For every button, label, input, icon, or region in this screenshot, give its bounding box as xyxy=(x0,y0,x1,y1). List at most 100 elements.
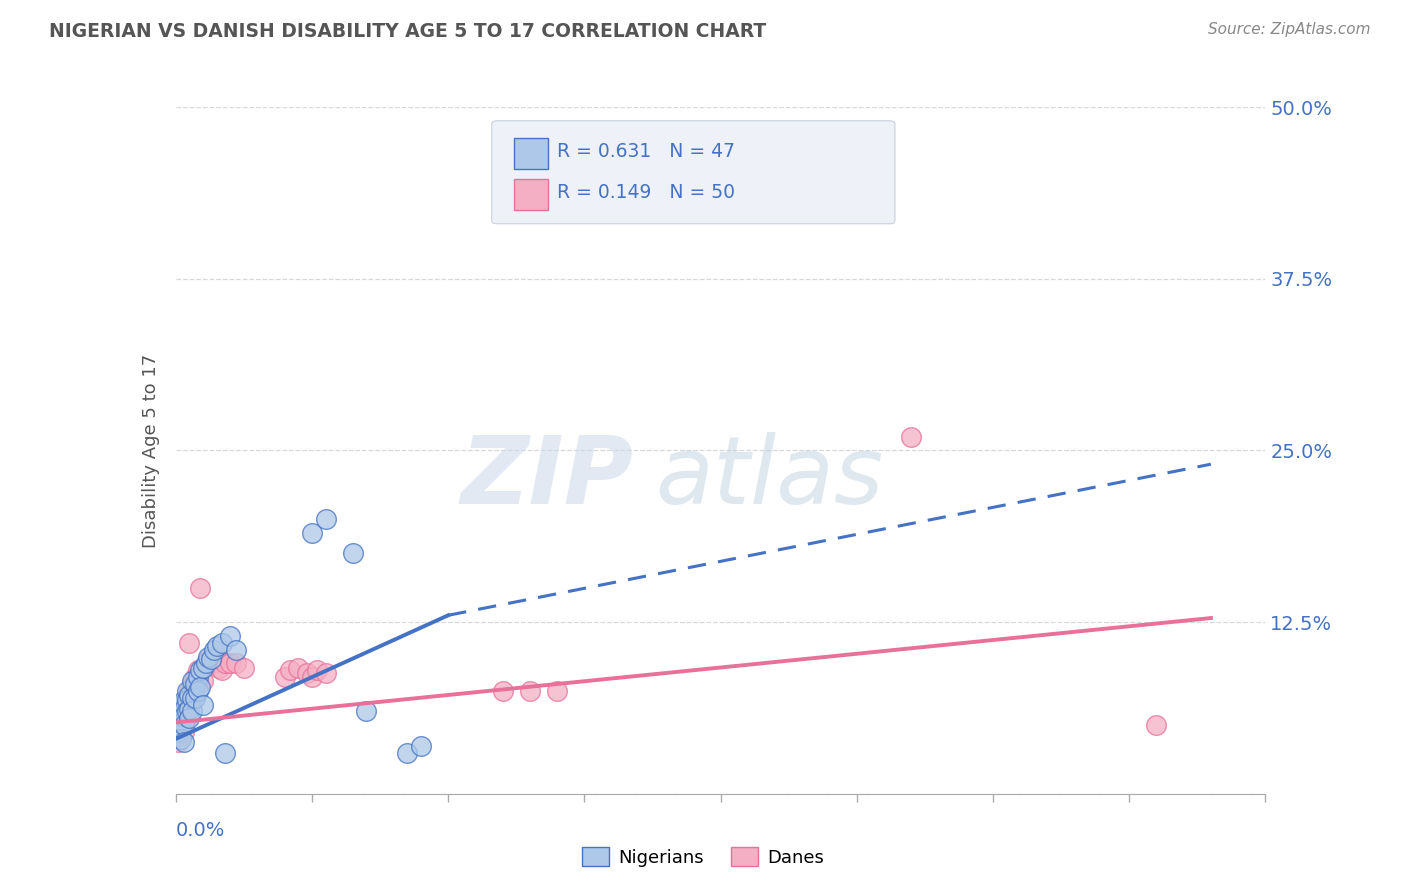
Text: R = 0.631   N = 47: R = 0.631 N = 47 xyxy=(557,142,735,161)
Point xyxy=(173,707,195,722)
Point xyxy=(173,702,195,716)
Point xyxy=(181,690,204,705)
Point xyxy=(167,721,190,735)
Point xyxy=(184,690,207,705)
Point xyxy=(225,642,247,657)
Point xyxy=(202,657,225,671)
Bar xyxy=(513,138,548,169)
Point xyxy=(202,642,225,657)
Point xyxy=(167,734,190,748)
Text: R = 0.149   N = 50: R = 0.149 N = 50 xyxy=(557,184,735,202)
Point xyxy=(176,705,198,719)
Point xyxy=(186,670,209,684)
Point xyxy=(170,731,193,746)
Point xyxy=(179,702,201,716)
Point xyxy=(186,683,209,698)
Point xyxy=(179,636,201,650)
Point xyxy=(176,702,198,716)
Point xyxy=(173,708,195,723)
Point xyxy=(200,652,222,666)
Point xyxy=(167,707,190,722)
Point xyxy=(167,718,190,732)
Point xyxy=(170,721,193,735)
Point xyxy=(167,705,190,719)
Point xyxy=(1144,718,1167,732)
Point xyxy=(197,652,219,666)
Point xyxy=(315,512,337,526)
Text: ZIP: ZIP xyxy=(461,432,633,524)
Point xyxy=(181,677,204,691)
Point xyxy=(170,718,193,732)
Point xyxy=(409,739,432,753)
Point xyxy=(167,729,190,743)
Point xyxy=(191,660,214,674)
Point xyxy=(167,711,190,725)
Point xyxy=(191,698,214,712)
Point xyxy=(492,683,515,698)
Point xyxy=(173,698,195,712)
Point xyxy=(214,746,236,760)
Point xyxy=(170,715,193,730)
Point xyxy=(225,657,247,671)
Point xyxy=(181,690,204,705)
Point xyxy=(176,693,198,707)
Point xyxy=(173,725,195,739)
Point xyxy=(167,715,190,730)
Point xyxy=(179,688,201,702)
Point xyxy=(186,674,209,689)
Point xyxy=(211,663,233,677)
Point xyxy=(197,649,219,664)
Point xyxy=(170,711,193,725)
Point xyxy=(173,718,195,732)
Bar xyxy=(513,179,548,211)
Point xyxy=(179,711,201,725)
Point xyxy=(167,721,190,735)
Point xyxy=(546,683,568,698)
Text: NIGERIAN VS DANISH DISABILITY AGE 5 TO 17 CORRELATION CHART: NIGERIAN VS DANISH DISABILITY AGE 5 TO 1… xyxy=(49,22,766,41)
Point xyxy=(301,670,323,684)
Point xyxy=(214,657,236,671)
Point xyxy=(315,665,337,680)
Point xyxy=(176,690,198,705)
Point xyxy=(188,581,211,595)
Text: Source: ZipAtlas.com: Source: ZipAtlas.com xyxy=(1208,22,1371,37)
Point xyxy=(356,705,378,719)
Point xyxy=(287,660,309,674)
Point xyxy=(274,670,297,684)
Point xyxy=(167,725,190,739)
Point xyxy=(184,670,207,684)
Point xyxy=(170,725,193,739)
Point xyxy=(219,629,242,643)
Point xyxy=(219,657,242,671)
Point xyxy=(176,683,198,698)
Point xyxy=(191,674,214,689)
Point xyxy=(170,705,193,719)
Point xyxy=(200,657,222,671)
Point xyxy=(205,652,228,666)
Point xyxy=(186,663,209,677)
Point xyxy=(342,546,364,561)
Point xyxy=(179,698,201,712)
Point xyxy=(188,680,211,694)
Point xyxy=(184,680,207,694)
Point xyxy=(278,663,301,677)
Point xyxy=(295,665,318,680)
Point xyxy=(396,746,419,760)
Point xyxy=(194,657,217,671)
Point xyxy=(176,711,198,725)
Y-axis label: Disability Age 5 to 17: Disability Age 5 to 17 xyxy=(142,353,160,548)
Point xyxy=(173,693,195,707)
Point xyxy=(301,525,323,540)
Point xyxy=(208,660,231,674)
Point xyxy=(191,660,214,674)
Legend: Nigerians, Danes: Nigerians, Danes xyxy=(575,840,831,874)
Point xyxy=(205,639,228,653)
Point xyxy=(211,636,233,650)
FancyBboxPatch shape xyxy=(492,120,896,224)
Text: atlas: atlas xyxy=(655,433,883,524)
Point xyxy=(188,663,211,677)
Point xyxy=(170,698,193,712)
Point xyxy=(181,674,204,689)
Point xyxy=(900,430,922,444)
Point xyxy=(307,663,329,677)
